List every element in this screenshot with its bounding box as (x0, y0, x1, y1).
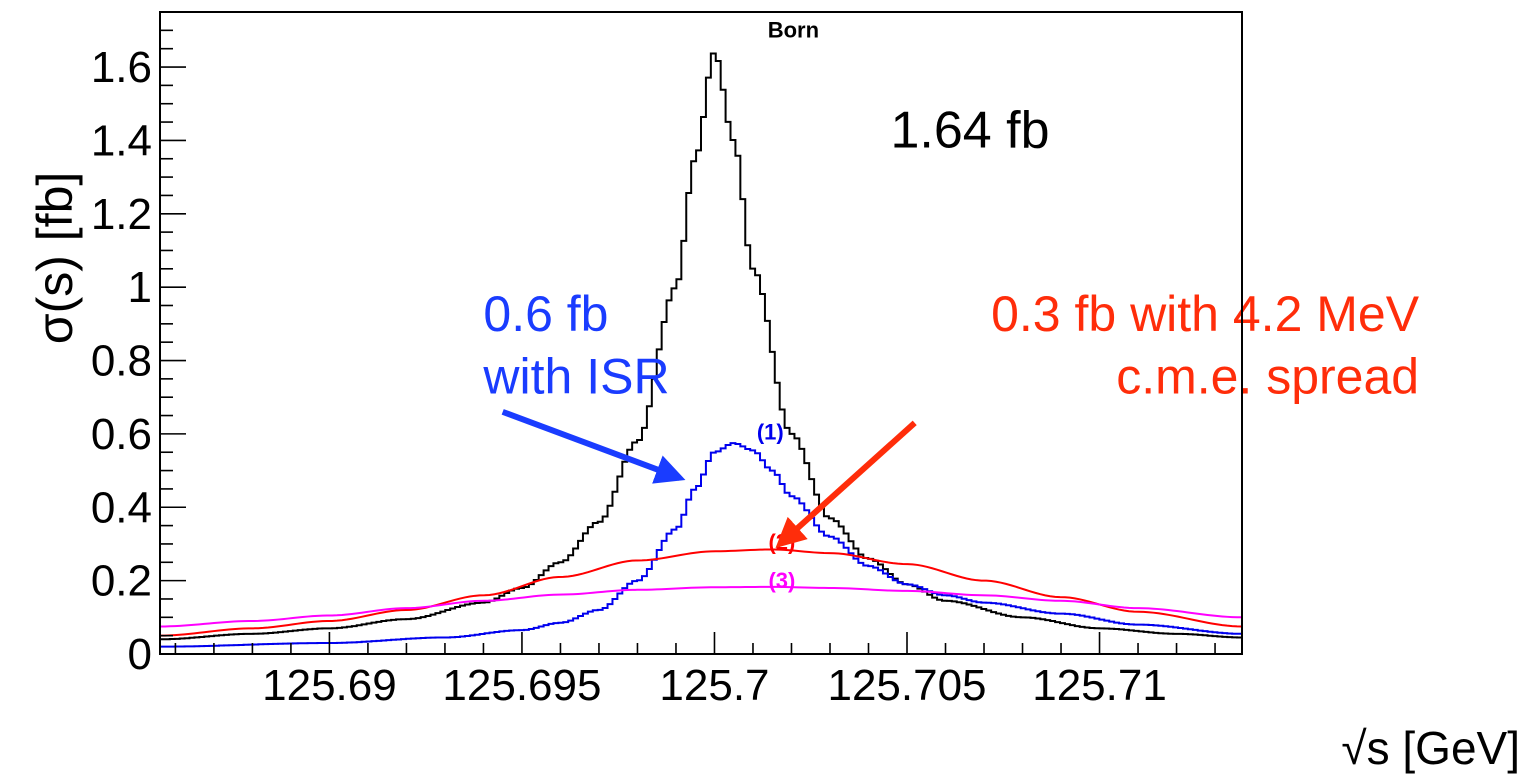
y-tick-label: 1.6 (91, 43, 152, 92)
x-tick-label: 125.695 (442, 661, 601, 710)
series-line-4 (160, 585, 1242, 628)
y-tick-label: 0.8 (91, 337, 152, 386)
x-axis-label: √s [GeV] (1341, 722, 1520, 774)
series-line-3 (160, 548, 1242, 637)
annotation-isr-line2: with ISR (482, 349, 669, 405)
y-tick-label: 1 (128, 263, 152, 312)
tick-layer: 0 0.2 0.4 0.6 0.8 1 1.2 1.4 1.6 125.69 125.695 125.… (91, 29, 1216, 710)
series-line-2 (160, 442, 1242, 648)
annotation-spread-line1: 0.3 fb with 4.2 MeV (991, 286, 1420, 342)
y-axis-label: σ(s) [fb] (27, 172, 83, 345)
series-layer (160, 52, 1242, 648)
annotation-label-3: (3) (768, 568, 795, 593)
plot-frame (159, 11, 1243, 655)
y-tick-label: 0.2 (91, 557, 152, 606)
annotation-spread-line2: c.m.e. spread (1116, 349, 1419, 405)
series-line-1 (160, 52, 1242, 641)
y-tick-label: 0.4 (91, 483, 152, 532)
x-tick-label: 125.71 (1032, 661, 1167, 710)
y-tick-label: 0 (128, 630, 152, 679)
x-tick-label: 125.7 (659, 661, 769, 710)
y-tick-label: 0.6 (91, 410, 152, 459)
annotation-isr-line1: 0.6 fb (483, 286, 608, 342)
x-tick-label: 125.705 (827, 661, 986, 710)
annotation-sigma-born: 1.64 fb (890, 102, 1049, 160)
x-tick-label: 125.69 (262, 661, 397, 710)
y-tick-label: 1.2 (91, 190, 152, 239)
spread-arrow (775, 420, 917, 548)
annotation-born: Born (768, 18, 819, 43)
isr-arrow (501, 409, 686, 484)
y-tick-label: 1.4 (91, 116, 152, 165)
annotation-label-1: (1) (757, 419, 784, 444)
